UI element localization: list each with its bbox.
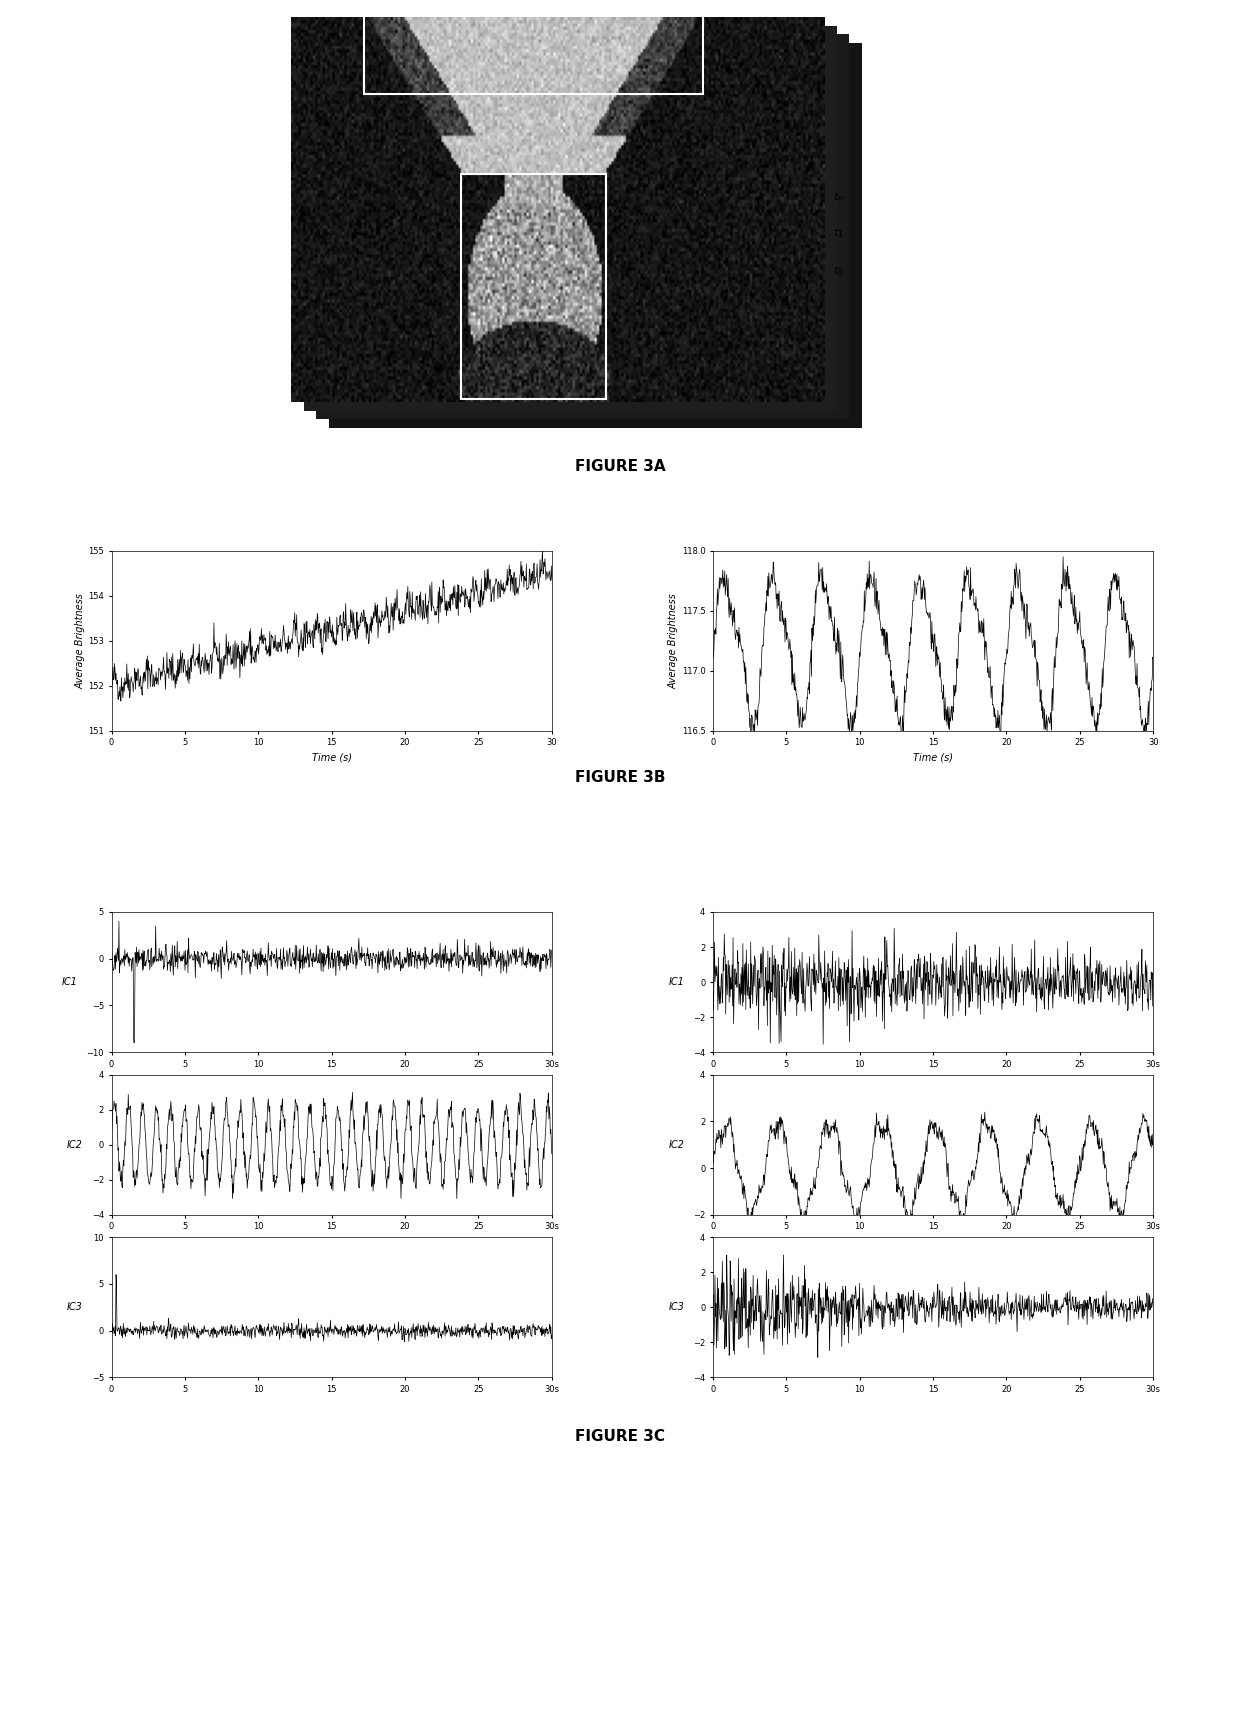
Bar [461,175,606,399]
Text: $t_1$: $t_1$ [833,226,844,240]
Text: FIGURE 3C: FIGURE 3C [575,1429,665,1444]
Y-axis label: IC3: IC3 [668,1302,684,1312]
Y-axis label: IC2: IC2 [67,1140,83,1150]
Y-axis label: IC1: IC1 [62,977,78,987]
X-axis label: Time (s): Time (s) [311,753,352,763]
Text: $t_0$: $t_0$ [833,263,844,277]
Y-axis label: Average Brightness: Average Brightness [668,592,678,690]
X-axis label: Time (s): Time (s) [913,753,954,763]
Y-axis label: Average Brightness: Average Brightness [76,592,86,690]
Text: FIGURE 3B: FIGURE 3B [575,770,665,785]
Y-axis label: IC3: IC3 [67,1302,83,1312]
Text: $t_n$: $t_n$ [833,190,844,204]
Text: FIGURE 3A: FIGURE 3A [574,459,666,474]
Y-axis label: IC2: IC2 [668,1140,684,1150]
Y-axis label: IC1: IC1 [668,977,684,987]
Bar [365,0,703,94]
